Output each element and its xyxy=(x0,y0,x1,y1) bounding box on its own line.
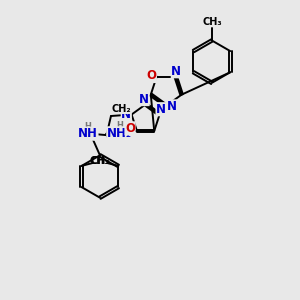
Text: H: H xyxy=(116,122,123,130)
Text: CH₂: CH₂ xyxy=(112,104,131,114)
Text: N: N xyxy=(171,65,181,78)
Text: O: O xyxy=(125,122,135,135)
Text: N: N xyxy=(121,108,131,121)
Text: CH₃: CH₃ xyxy=(89,157,109,166)
Text: N: N xyxy=(139,93,149,106)
Text: NH₂: NH₂ xyxy=(107,127,132,140)
Text: NH: NH xyxy=(78,127,98,140)
Text: H: H xyxy=(85,122,92,131)
Text: N: N xyxy=(167,100,176,113)
Text: CH₃: CH₃ xyxy=(91,157,110,166)
Text: N: N xyxy=(156,103,166,116)
Text: CH₃: CH₃ xyxy=(202,16,222,27)
Text: O: O xyxy=(146,69,156,82)
